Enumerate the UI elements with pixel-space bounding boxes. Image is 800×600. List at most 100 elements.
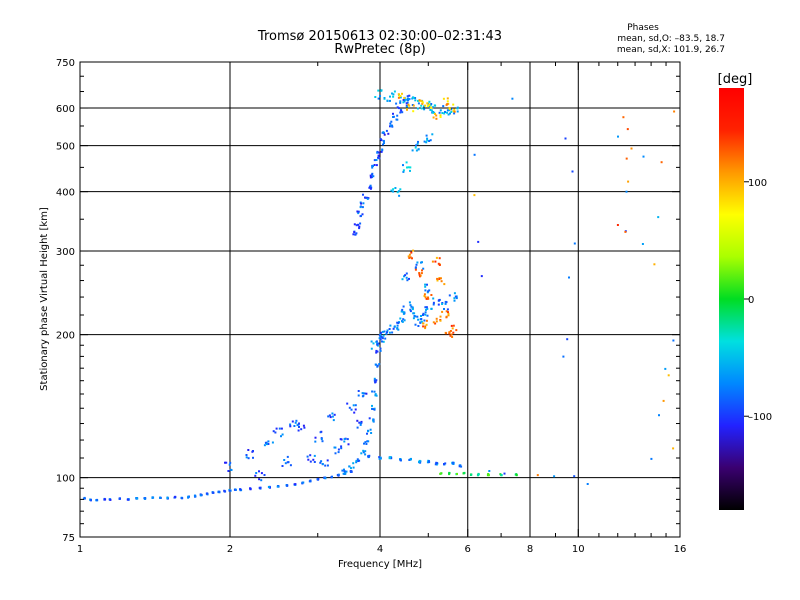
echo-point <box>371 390 374 393</box>
echo-point <box>406 108 408 111</box>
echo-point <box>399 101 402 104</box>
echo-point <box>423 108 426 111</box>
echo-point <box>346 402 349 405</box>
echo-point <box>455 297 458 300</box>
echo-point <box>276 485 279 488</box>
echo-point <box>426 105 429 107</box>
echo-point <box>452 331 455 334</box>
echo-point <box>477 240 480 243</box>
echo-point <box>424 289 427 292</box>
echo-point <box>375 394 378 397</box>
echo-point <box>439 319 442 322</box>
echo-point <box>362 202 365 205</box>
echo-point <box>564 137 567 140</box>
echo-point <box>403 97 406 99</box>
echo-point <box>428 103 431 106</box>
echo-point <box>423 319 426 322</box>
echo-point <box>500 474 503 477</box>
echo-point <box>424 296 427 299</box>
echo-point <box>627 180 630 183</box>
echo-point <box>389 456 391 459</box>
echo-point <box>434 112 436 115</box>
echo-point <box>427 297 430 300</box>
echo-point <box>298 426 300 428</box>
echo-point <box>368 186 371 189</box>
echo-point <box>415 263 418 266</box>
echo-point <box>228 489 231 492</box>
echo-point <box>267 443 270 445</box>
echo-point <box>328 414 331 417</box>
echo-point <box>641 243 644 245</box>
echo-point <box>392 115 395 118</box>
echo-point <box>286 461 289 464</box>
echo-point <box>422 312 425 315</box>
echo-point <box>389 99 391 102</box>
echo-point <box>381 330 384 333</box>
echo-point <box>314 440 317 443</box>
echo-point <box>625 157 628 160</box>
echo-point <box>341 469 344 472</box>
echo-point <box>412 110 415 113</box>
echo-point <box>312 458 315 461</box>
echo-point <box>402 311 405 314</box>
echo-point <box>340 447 343 450</box>
echo-point <box>418 460 421 463</box>
echo-point <box>406 99 409 102</box>
echo-point <box>260 479 263 482</box>
echo-point <box>625 190 628 193</box>
echo-point <box>428 460 430 463</box>
echo-point <box>382 340 385 343</box>
echo-point <box>181 497 184 500</box>
echo-point <box>280 427 283 430</box>
echo-point <box>398 107 400 110</box>
echo-point <box>362 449 365 452</box>
echo-point <box>622 116 625 119</box>
echo-point <box>436 277 439 280</box>
echo-point <box>515 474 518 477</box>
echo-point <box>424 285 427 288</box>
echo-point <box>369 428 372 431</box>
echo-point <box>239 488 242 491</box>
echo-point <box>352 404 355 407</box>
echo-point <box>194 494 197 497</box>
echo-point <box>404 274 407 277</box>
echo-point <box>223 490 226 493</box>
echo-point <box>480 275 483 278</box>
echo-point <box>406 166 408 169</box>
echo-point <box>673 110 676 113</box>
echo-point <box>255 472 258 474</box>
echo-point <box>441 310 444 313</box>
echo-point <box>437 303 440 306</box>
echo-point <box>487 474 490 477</box>
echo-point <box>429 139 432 142</box>
echo-point <box>199 494 202 497</box>
echo-point <box>426 137 429 140</box>
echo-point <box>427 290 430 293</box>
echo-point <box>414 267 417 270</box>
echo-point <box>453 108 456 111</box>
echo-point <box>389 95 391 98</box>
echo-point <box>375 340 378 343</box>
echo-point <box>417 325 420 327</box>
echo-point <box>267 440 270 443</box>
echo-point <box>421 261 423 264</box>
echo-point <box>449 112 451 115</box>
echo-point <box>252 456 254 459</box>
echo-point <box>247 457 250 460</box>
echo-point <box>425 141 428 144</box>
echo-point <box>573 242 576 245</box>
echo-point <box>660 161 663 164</box>
echo-point <box>224 461 226 464</box>
echo-point <box>446 97 449 100</box>
echo-point <box>536 474 539 477</box>
echo-point <box>400 310 403 313</box>
echo-point <box>371 176 373 179</box>
echo-point <box>642 155 645 158</box>
echo-point <box>383 97 386 99</box>
echo-point <box>401 111 404 114</box>
echo-point <box>402 312 405 315</box>
chart-subtitle: RwPretec (8p) <box>334 42 425 57</box>
echo-point <box>320 460 323 463</box>
echo-point <box>440 472 443 475</box>
echo-point <box>460 465 463 468</box>
